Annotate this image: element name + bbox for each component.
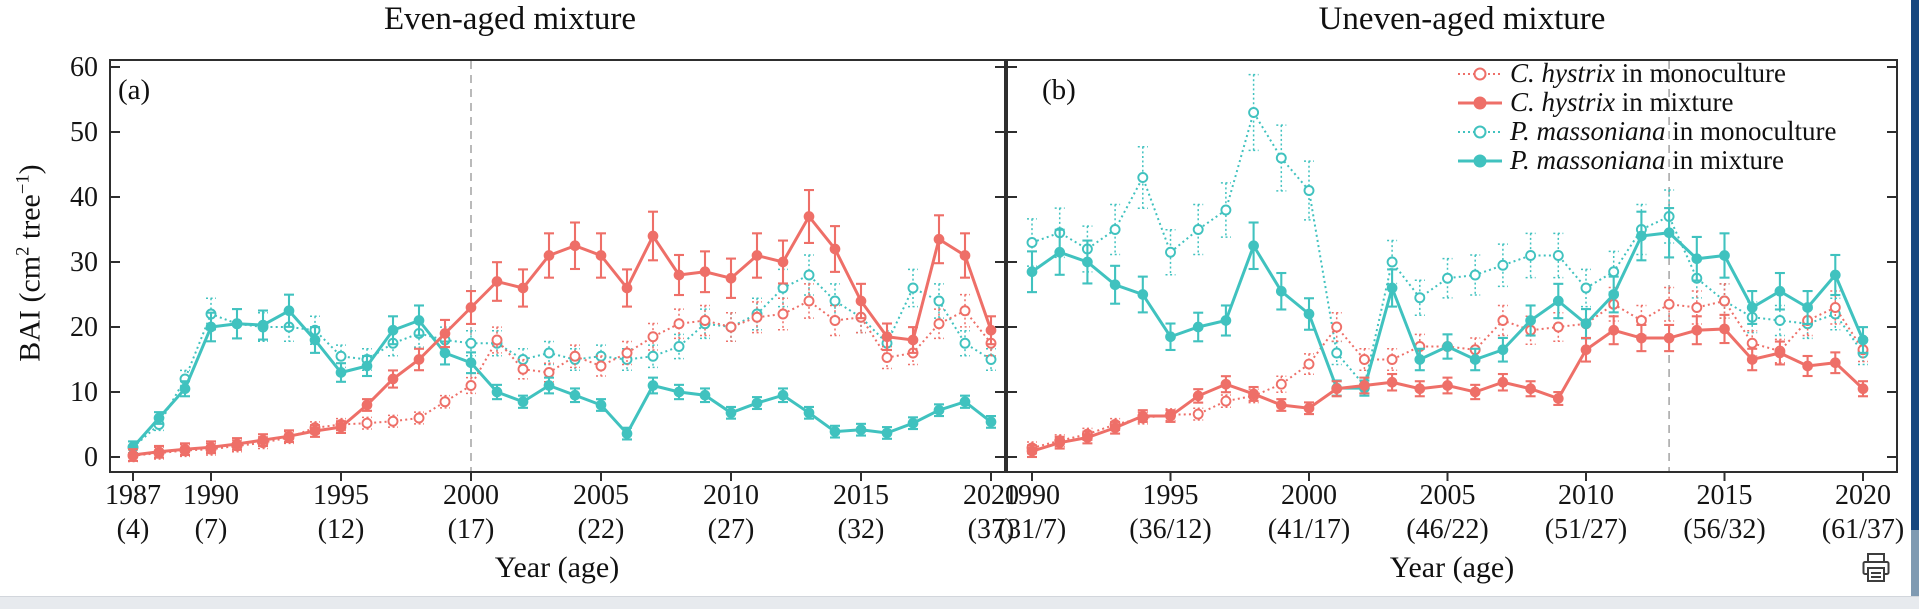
svg-text:(22): (22) — [578, 514, 625, 545]
svg-text:(41/17): (41/17) — [1268, 514, 1350, 545]
svg-text:60: 60 — [70, 52, 98, 83]
svg-text:0: 0 — [84, 442, 98, 473]
panel-a-label: (a) — [118, 74, 151, 106]
svg-text:(27): (27) — [708, 514, 755, 545]
svg-text:2020: 2020 — [1835, 480, 1891, 511]
legend-variant: in monoculture — [1615, 58, 1786, 88]
svg-text:2010: 2010 — [703, 480, 759, 511]
legend-species: C. hystrix — [1510, 87, 1615, 117]
svg-text:(46/22): (46/22) — [1406, 514, 1488, 545]
svg-text:2015: 2015 — [1697, 480, 1753, 511]
svg-text:(61/37): (61/37) — [1822, 514, 1904, 545]
legend-species: C. hystrix — [1510, 58, 1615, 88]
legend-species: P. massoniana — [1510, 145, 1666, 175]
svg-text:1987: 1987 — [105, 480, 161, 511]
legend-marker-solid-filled-red-icon — [1458, 96, 1502, 109]
legend: C. hystrix in monoculture C. hystrix in … — [1456, 58, 1837, 175]
svg-text:(17): (17) — [448, 514, 495, 545]
svg-text:(32): (32) — [838, 514, 885, 545]
panel-a-title: Even-aged mixture — [384, 1, 636, 37]
print-button-icon[interactable] — [1860, 551, 1892, 585]
svg-text:(31/7): (31/7) — [998, 514, 1066, 545]
panel-b-label: (b) — [1042, 74, 1076, 106]
svg-text:2005: 2005 — [1420, 480, 1476, 511]
svg-text:(56/32): (56/32) — [1683, 514, 1765, 545]
legend-variant: in mixture — [1665, 145, 1785, 175]
svg-text:(51/27): (51/27) — [1545, 514, 1627, 545]
x-axis-label-panel-b: Year (age) — [1389, 551, 1515, 584]
svg-text:40: 40 — [70, 182, 98, 213]
legend-variant: in mixture — [1615, 87, 1734, 117]
svg-text:(7): (7) — [195, 514, 228, 545]
svg-text:(12): (12) — [318, 514, 365, 545]
legend-marker-solid-filled-teal-icon — [1458, 154, 1502, 167]
svg-text:10: 10 — [70, 377, 98, 408]
svg-text:(4): (4) — [117, 514, 150, 545]
legend-marker-dotted-open-red-icon — [1458, 67, 1502, 80]
svg-text:2010: 2010 — [1558, 480, 1614, 511]
legend-marker-dotted-open-teal-icon — [1458, 125, 1502, 138]
svg-text:2020: 2020 — [963, 480, 1019, 511]
svg-text:1995: 1995 — [1143, 480, 1199, 511]
legend-item: P. massoniana in monoculture — [1456, 116, 1837, 146]
bottom-strip — [0, 596, 1919, 609]
panel-b-title: Uneven-aged mixture — [1318, 1, 1606, 37]
svg-text:2005: 2005 — [573, 480, 629, 511]
svg-text:1995: 1995 — [313, 480, 369, 511]
svg-text:50: 50 — [70, 117, 98, 148]
svg-text:1990: 1990 — [183, 480, 239, 511]
svg-text:(37): (37) — [968, 514, 1015, 545]
legend-item: P. massoniana in mixture — [1456, 145, 1837, 175]
legend-item: C. hystrix in monoculture — [1456, 58, 1837, 88]
y-axis-label: BAI (cm2 tree−1) — [12, 164, 47, 362]
scrollbar-thumb[interactable] — [1911, 0, 1919, 530]
svg-text:(36/12): (36/12) — [1129, 514, 1211, 545]
svg-text:2000: 2000 — [1281, 480, 1337, 511]
svg-text:1990: 1990 — [1004, 480, 1060, 511]
scrollbar[interactable] — [1911, 0, 1919, 596]
legend-species: P. massoniana — [1510, 116, 1666, 146]
svg-text:2000: 2000 — [443, 480, 499, 511]
svg-text:2015: 2015 — [833, 480, 889, 511]
svg-text:30: 30 — [70, 247, 98, 278]
x-axis-label-panel-a: Year (age) — [494, 551, 620, 584]
legend-item: C. hystrix in mixture — [1456, 87, 1837, 117]
legend-variant: in monoculture — [1665, 116, 1837, 146]
svg-text:20: 20 — [70, 312, 98, 343]
